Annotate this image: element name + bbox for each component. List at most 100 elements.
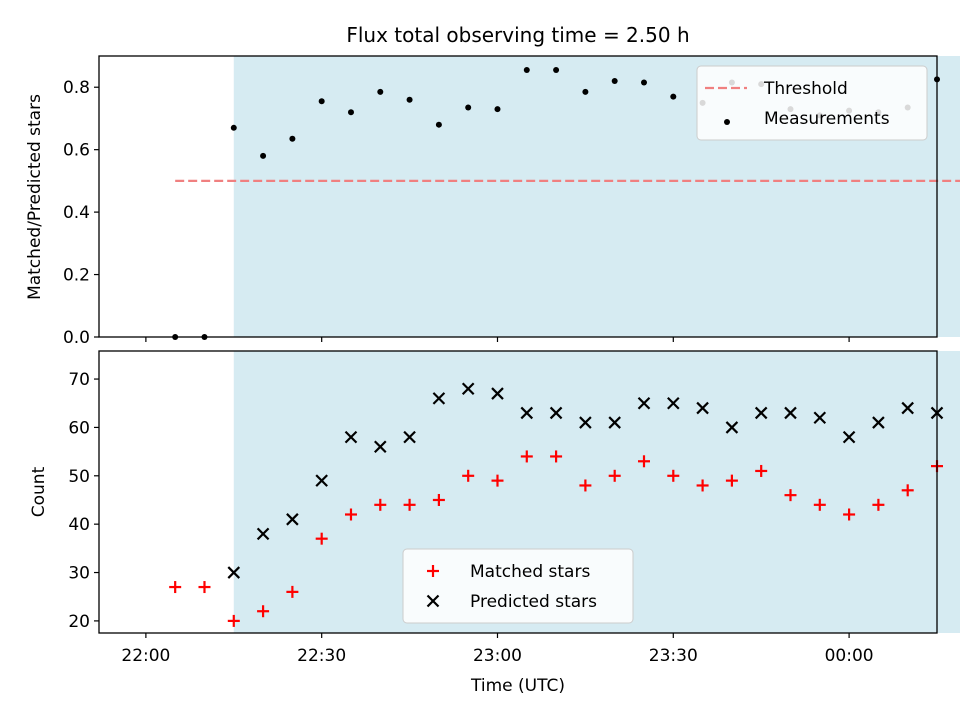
data-point [406, 96, 413, 103]
marker-stroke [813, 411, 827, 425]
data-point [901, 401, 914, 415]
x-tick-label: 23:00 [473, 646, 522, 666]
data-point [842, 430, 856, 444]
data-point [725, 421, 739, 434]
data-point [432, 493, 445, 506]
data-point [582, 88, 589, 95]
axes-frame [98, 350, 938, 634]
data-point [198, 581, 211, 594]
x-tick-label: 23:30 [649, 646, 698, 666]
data-point [784, 406, 797, 420]
data-point [403, 498, 416, 511]
data-point [256, 527, 270, 541]
legend-label: Matched stars [470, 562, 590, 582]
chart-title: Flux total observing time = 2.50 h [346, 23, 689, 47]
marker-stroke [520, 406, 534, 420]
data-point [520, 450, 533, 463]
marker-stroke [256, 527, 270, 541]
series-matched-stars [169, 450, 943, 627]
data-point [318, 98, 325, 105]
marker-stroke [403, 430, 416, 444]
data-point [813, 411, 827, 425]
data-point [901, 484, 914, 497]
data-point [725, 474, 738, 487]
marker-stroke [227, 566, 241, 579]
data-point [843, 508, 856, 521]
data-point [461, 382, 475, 396]
data-point [667, 469, 680, 482]
marker-stroke [901, 401, 914, 415]
data-point [377, 88, 384, 95]
data-point [755, 464, 768, 477]
data-point [374, 498, 387, 511]
legend-measurement-swatch [724, 119, 730, 125]
legend: Matched stars Predicted stars [402, 548, 634, 624]
top-y-axis-label: Matched/Predicted stars [25, 94, 45, 300]
x-axis-label: Time (UTC) [470, 676, 565, 696]
y-tick-label: 0.6 [63, 141, 90, 161]
legend: Threshold Measurements [696, 65, 928, 141]
data-point [520, 406, 534, 420]
data-point [260, 152, 267, 159]
data-point [553, 67, 560, 74]
data-point [315, 532, 328, 545]
data-point [227, 566, 241, 579]
data-point [754, 406, 768, 420]
marker-stroke [696, 401, 709, 415]
bottom-y-axis-label: Count [29, 466, 49, 517]
data-point [169, 581, 182, 594]
marker-stroke [491, 387, 504, 400]
marker-stroke [426, 594, 440, 608]
marker-stroke [374, 440, 387, 454]
data-point [608, 469, 621, 482]
data-point [286, 585, 299, 598]
ratio-panel: 0.0 0.2 0.4 0.6 0.8 Threshold Measurements [63, 55, 960, 348]
data-point [579, 479, 592, 492]
data-point [315, 474, 328, 487]
data-point [465, 104, 472, 111]
data-point [637, 455, 650, 468]
data-point [230, 124, 237, 131]
marker-stroke [608, 416, 621, 429]
legend-label: Predicted stars [470, 592, 597, 612]
x-tick-label: 22:00 [121, 646, 170, 666]
data-point [640, 79, 647, 86]
marker-stroke [842, 430, 856, 444]
data-point [462, 469, 475, 482]
data-point [344, 430, 358, 444]
data-point [227, 614, 240, 627]
y-tick-label: 40 [68, 515, 90, 535]
y-tick-label: 60 [68, 418, 90, 438]
data-point [579, 416, 592, 429]
data-point [696, 479, 709, 492]
data-point [347, 109, 354, 116]
y-tick-label: 50 [68, 467, 90, 487]
data-point [432, 392, 446, 405]
legend-label: Threshold [763, 79, 848, 99]
y-tick-label: 0.0 [63, 328, 90, 348]
y-tick-label: 70 [68, 370, 90, 390]
y-tick-label: 20 [68, 612, 90, 632]
marker-stroke [667, 396, 680, 410]
x-tick-label: 00:00 [825, 646, 874, 666]
marker-stroke [637, 396, 651, 410]
data-point [872, 498, 885, 511]
data-point [670, 93, 677, 100]
legend-x-swatch [426, 594, 440, 608]
data-point [374, 440, 387, 454]
marker-stroke [725, 421, 739, 434]
marker-stroke [754, 406, 768, 420]
data-point [286, 513, 299, 526]
data-point [784, 489, 797, 502]
legend-box [402, 548, 634, 624]
marker-stroke [344, 430, 358, 444]
marker-stroke [784, 406, 797, 420]
data-point [608, 416, 621, 429]
y-tick-label: 0.2 [63, 266, 90, 286]
data-point [813, 498, 826, 511]
data-point [611, 77, 618, 84]
data-point [491, 387, 504, 400]
data-point [667, 396, 680, 410]
marker-stroke [286, 513, 299, 526]
